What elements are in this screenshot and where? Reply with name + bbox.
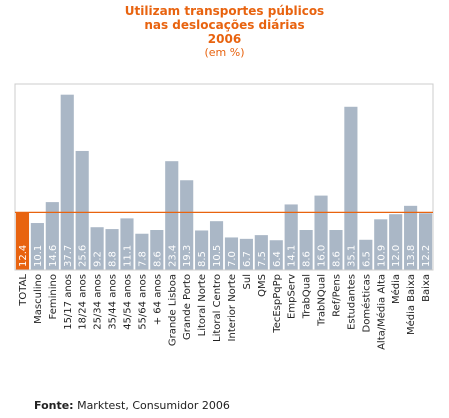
category-label-22: Estudantes	[346, 274, 357, 330]
chart-title-line-3: 2006	[207, 32, 242, 46]
category-label-17: TecEspPqPp	[272, 274, 283, 334]
bar-20	[314, 195, 328, 270]
value-label-26: 13.8	[406, 245, 417, 267]
category-label-16: QMS	[257, 274, 268, 297]
value-label-9: 8.6	[152, 251, 163, 267]
source-text: Marktest, Consumidor 2006	[77, 399, 230, 412]
category-label-18: EmpServ	[287, 274, 298, 319]
value-label-16: 7.5	[257, 251, 268, 267]
value-label-6: 8.8	[108, 251, 119, 267]
bar-14	[224, 237, 239, 270]
category-label-4: 18/24 anos	[78, 274, 89, 330]
source-label: Fonte:	[34, 399, 74, 412]
category-label-8: 55/64 anos	[137, 274, 148, 330]
value-label-4: 25.6	[78, 245, 89, 267]
category-label-3: 15/17 anos	[63, 274, 74, 330]
bar-13	[209, 221, 224, 270]
category-label-15: Sul	[242, 274, 253, 289]
bar-17	[269, 240, 283, 270]
value-label-0: 12.4	[18, 245, 29, 267]
category-label-27: Baixa	[421, 274, 432, 302]
value-label-5: 9.2	[93, 251, 104, 267]
bar-3	[60, 94, 74, 270]
bar-11	[180, 180, 194, 270]
value-label-17: 6.4	[272, 251, 283, 267]
value-label-1: 10.1	[33, 245, 44, 267]
value-label-25: 12.0	[391, 245, 402, 267]
category-label-6: 35/44 anos	[108, 274, 119, 330]
category-label-0: TOTAL	[18, 274, 29, 307]
value-label-18: 14.1	[287, 245, 298, 267]
category-label-10: Grande Lisboa	[167, 274, 178, 346]
category-label-7: 45/54 anos	[122, 274, 133, 330]
bar-2	[45, 202, 59, 270]
bar-7	[120, 218, 134, 270]
value-label-15: 6.7	[242, 251, 253, 267]
category-label-26: Média Baixa	[405, 274, 417, 335]
category-label-13: Litoral Centro	[212, 274, 223, 342]
bar-16	[254, 235, 268, 271]
bar-26	[404, 205, 418, 270]
category-label-23: Domésticas	[360, 274, 372, 332]
bar-21	[329, 230, 343, 270]
value-label-22: 35.1	[346, 245, 357, 267]
category-label-12: Litoral Norte	[197, 274, 208, 336]
value-label-19: 8.6	[302, 251, 313, 267]
value-label-2: 14.6	[48, 245, 59, 267]
value-label-14: 7.0	[227, 251, 238, 267]
value-label-11: 19.3	[182, 245, 193, 267]
chart-title-line-2: nas deslocações diárias	[144, 18, 305, 32]
value-label-20: 16.0	[317, 245, 328, 267]
bar-4	[75, 150, 89, 270]
value-label-10: 23.4	[167, 245, 178, 267]
bar-18	[284, 204, 298, 270]
category-label-21: Ref/Pens	[331, 274, 342, 317]
category-label-25: Média	[390, 274, 402, 304]
bar-23	[359, 239, 373, 270]
category-label-11: Grande Porto	[182, 274, 193, 340]
bar-5	[90, 227, 104, 270]
bar-1	[30, 223, 44, 270]
chart-title-line-1: Utilizam transportes públicos	[124, 4, 325, 18]
bar-12	[195, 230, 209, 270]
bar-8	[135, 233, 149, 270]
bar-25	[389, 214, 403, 270]
bar-22	[344, 106, 358, 270]
value-label-13: 10.5	[212, 245, 223, 267]
bar-27	[418, 213, 433, 270]
value-label-24: 10.9	[376, 245, 387, 267]
category-label-20: TrabNQual	[317, 274, 328, 327]
category-label-2: Feminino	[48, 274, 59, 319]
bar-10	[165, 161, 179, 270]
value-label-7: 11.1	[122, 245, 133, 267]
category-label-19: TrabQual	[302, 274, 313, 319]
source-note: Fonte: Marktest, Consumidor 2006	[34, 399, 230, 412]
bar-24	[374, 219, 388, 270]
value-label-3: 37.7	[63, 245, 74, 267]
value-label-27: 12.2	[421, 245, 432, 267]
value-label-12: 8.5	[197, 251, 208, 267]
chart-subtitle: (em %)	[204, 46, 245, 59]
category-label-9: + 64 anos	[152, 274, 163, 325]
value-label-23: 6.5	[361, 251, 372, 267]
bar-9	[150, 230, 164, 270]
bar-0	[15, 212, 30, 270]
bar-15	[239, 238, 253, 270]
category-label-14: Interior Norte	[227, 274, 238, 341]
bar-6	[105, 229, 119, 270]
bar-19	[299, 230, 313, 270]
plot-frame	[14, 83, 434, 271]
category-label-24: Alta/Média Alta	[375, 274, 387, 350]
category-label-5: 25/34 anos	[93, 274, 104, 330]
value-label-8: 7.8	[137, 251, 148, 267]
value-label-21: 8.6	[331, 251, 342, 267]
category-label-1: Masculino	[33, 274, 44, 324]
